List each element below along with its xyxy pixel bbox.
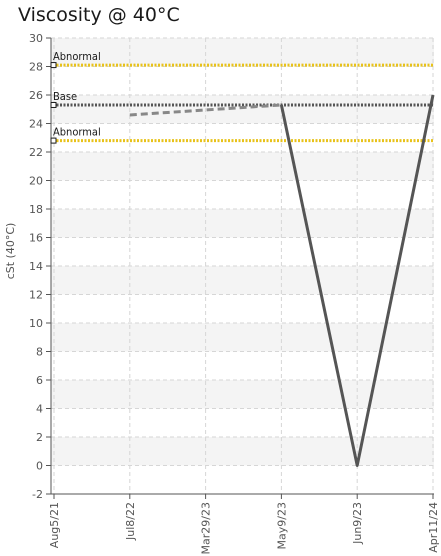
reference-label: Base xyxy=(53,90,77,103)
y-tick-label: 12 xyxy=(29,289,43,302)
y-axis-title: cSt (40°C) xyxy=(4,223,17,280)
plot-band xyxy=(51,38,434,67)
chart-title: Viscosity @ 40°C xyxy=(18,4,180,26)
x-tick-label: Jul8/22 xyxy=(124,502,137,541)
y-tick-label: 8 xyxy=(36,346,43,359)
plot-band xyxy=(51,323,434,352)
y-tick-label: 4 xyxy=(36,403,43,416)
plot-band xyxy=(51,95,434,124)
reference-marker xyxy=(50,62,57,69)
y-tick-label: 14 xyxy=(29,260,43,273)
x-tick-label: Aug5/21 xyxy=(48,502,61,548)
reference-label: Abnormal xyxy=(53,126,101,139)
y-tick-label: 18 xyxy=(29,203,43,216)
x-tick-label: Jun9/23 xyxy=(351,502,364,545)
x-tick-label: Apr11/24 xyxy=(427,502,440,553)
grid-lines xyxy=(51,37,434,495)
y-tick-label: -2 xyxy=(32,488,43,501)
y-tick-label: 10 xyxy=(29,317,43,330)
x-tick-label: Mar29/23 xyxy=(200,502,213,554)
plot-band xyxy=(51,209,434,238)
y-tick-label: 6 xyxy=(36,374,43,387)
y-tick-label: 0 xyxy=(36,460,43,473)
y-tick-label: 24 xyxy=(29,118,43,131)
axes xyxy=(46,37,434,499)
plot-band xyxy=(51,152,434,181)
data-series xyxy=(129,94,435,467)
x-tick-labels: Aug5/21 Jul8/22 Mar29/23 May9/23 Jun9/23 Apr1… xyxy=(48,502,440,554)
y-tick-label: 2 xyxy=(36,431,43,444)
reference-label: Abnormal xyxy=(53,50,101,63)
plot-band xyxy=(51,437,434,466)
y-tick-label: 20 xyxy=(29,175,43,188)
dashed-series-line xyxy=(129,103,282,117)
y-tick-label: 30 xyxy=(29,32,43,45)
reference-lines: Abnormal Base Abnormal xyxy=(50,50,434,144)
reference-marker xyxy=(50,101,57,108)
x-tick-label: May9/23 xyxy=(275,502,288,549)
reference-marker xyxy=(50,137,57,144)
y-tick-label: 22 xyxy=(29,146,43,159)
y-tick-label: 26 xyxy=(29,89,43,102)
y-tick-label: 16 xyxy=(29,232,43,245)
plot-bands xyxy=(51,38,434,466)
plot-band xyxy=(51,380,434,409)
plot-band xyxy=(51,266,434,295)
y-tick-label: 28 xyxy=(29,61,43,74)
series-line xyxy=(279,94,435,467)
